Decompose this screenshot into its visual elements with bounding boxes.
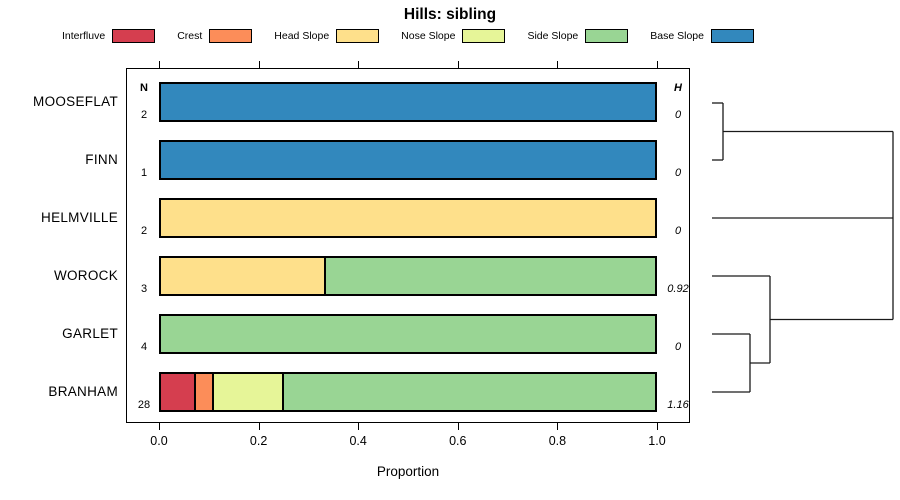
legend-label: Nose Slope (401, 30, 456, 42)
dendrogram (712, 102, 894, 393)
x-tick-label: 1.0 (648, 434, 666, 448)
stacked-bar-worock (159, 256, 657, 296)
top-tick (159, 61, 160, 68)
legend-item-crest: Crest (177, 29, 253, 43)
legend-item-head-slope: Head Slope (274, 29, 380, 43)
top-tick (557, 61, 559, 68)
top-tick (657, 61, 658, 68)
legend: Interfluve Crest Head Slope Nose Slope Side … (0, 26, 816, 46)
x-tick-label: 0.4 (349, 434, 367, 448)
bottom-tick (159, 423, 160, 430)
row-label-garlet: GARLET (62, 326, 118, 341)
top-tick (258, 61, 260, 68)
row-label-finn: FINN (85, 152, 118, 167)
bar-segment-side-slope (161, 316, 655, 352)
h-value: 0 (674, 341, 682, 353)
row-label-branham: BRANHAM (48, 384, 118, 399)
x-tick-label: 0.0 (150, 434, 168, 448)
stacked-bar-branham (159, 372, 657, 412)
bar-segment-head-slope (161, 258, 326, 294)
n-value: 28 (137, 399, 151, 411)
row-label-mooseflat: MOOSEFLAT (33, 94, 118, 109)
row-label-worock: WOROCK (53, 268, 118, 283)
bottom-tick (358, 423, 360, 430)
legend-swatch-icon (112, 29, 156, 43)
h-value: 0.92 (667, 283, 689, 295)
bar-segment-interfluve (161, 374, 197, 410)
bottom-tick (557, 423, 559, 430)
n-value: 2 (140, 109, 148, 121)
legend-item-base-slope: Base Slope (650, 29, 754, 43)
bar-segment-head-slope (161, 200, 655, 236)
bar-segment-nose-slope (213, 374, 285, 410)
h-value: 0 (674, 109, 682, 121)
stacked-bar-helmville (159, 198, 657, 238)
legend-swatch-icon (462, 29, 506, 43)
chart-title: Hills: sibling (403, 6, 497, 23)
bottom-tick (657, 423, 658, 430)
n-value: 4 (140, 341, 148, 353)
x-tick-label: 0.8 (548, 434, 567, 448)
plot-area (126, 68, 690, 423)
legend-item-side-slope: Side Slope (527, 29, 629, 43)
legend-label: Side Slope (527, 30, 579, 42)
n-value: 1 (140, 167, 148, 179)
bar-segment-crest (196, 374, 214, 410)
x-axis-label: Proportion (376, 464, 440, 479)
stacked-bar-finn (159, 140, 657, 180)
legend-label: Crest (177, 30, 203, 42)
x-tick-label: 0.6 (449, 434, 467, 448)
row-label-helmville: HELMVILLE (41, 210, 118, 225)
top-tick (358, 61, 360, 68)
legend-swatch-icon (585, 29, 629, 43)
legend-label: Head Slope (274, 30, 330, 42)
x-tick-label: 0.2 (249, 434, 268, 448)
bar-segment-base-slope (161, 142, 655, 178)
stacked-bar-mooseflat (159, 82, 657, 122)
legend-label: Interfluve (62, 30, 106, 42)
n-value: 3 (140, 283, 148, 295)
n-column-header: N (140, 82, 148, 94)
stacked-bar-garlet (159, 314, 657, 354)
legend-swatch-icon (710, 29, 754, 43)
h-value: 0 (674, 167, 682, 179)
h-value: 0 (674, 225, 682, 237)
legend-swatch-icon (209, 29, 253, 43)
bar-segment-side-slope (325, 258, 655, 294)
h-value: 1.16 (667, 399, 689, 411)
bottom-tick (457, 423, 459, 430)
legend-item-interfluve: Interfluve (62, 29, 156, 43)
legend-label: Base Slope (650, 30, 704, 42)
top-tick (457, 61, 459, 68)
h-column-header: H (674, 82, 682, 94)
bar-segment-base-slope (161, 84, 655, 120)
legend-item-nose-slope: Nose Slope (401, 29, 506, 43)
bottom-tick (258, 423, 260, 430)
bar-segment-side-slope (284, 374, 655, 410)
n-value: 2 (140, 225, 148, 237)
legend-swatch-icon (336, 29, 380, 43)
